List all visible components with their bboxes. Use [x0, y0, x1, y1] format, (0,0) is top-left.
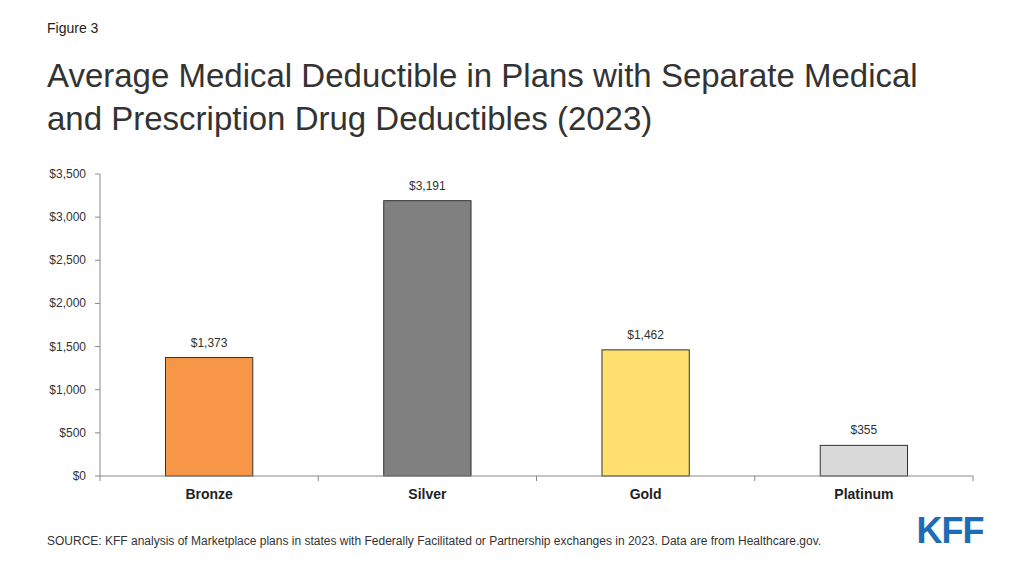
data-label: $1,462 [627, 328, 664, 342]
y-tick [95, 174, 100, 175]
bar [384, 201, 471, 476]
chart: $0 $500 $1,000 $1,500 $2,000 $2,500 $3,000 $3,5… [0, 0, 1024, 576]
y-tick-label: $0 [73, 469, 87, 483]
chart-title: Average Medical Deductible in Plans with… [47, 54, 977, 140]
logo: KFF [917, 510, 984, 551]
y-tick [95, 432, 100, 433]
bar [820, 445, 907, 476]
bar [165, 358, 252, 476]
data-label: $3,191 [409, 179, 446, 193]
x-tick-label: Bronze [185, 486, 233, 502]
data-label: $355 [851, 423, 878, 437]
y-tick-label: $1,000 [49, 383, 86, 397]
x-tick [973, 476, 974, 481]
x-tick [318, 476, 319, 481]
y-tick-label: $500 [59, 426, 86, 440]
data-label: $1,373 [191, 336, 228, 350]
y-tick [95, 476, 100, 477]
x-tick-label: Silver [408, 486, 447, 502]
y-tick-label: $3,000 [49, 210, 86, 224]
source-note: SOURCE: KFF analysis of Marketplace plan… [47, 534, 821, 548]
x-tick-label: Platinum [834, 486, 893, 502]
y-tick-label: $2,500 [49, 253, 86, 267]
y-tick [95, 303, 100, 304]
x-tick [100, 476, 101, 481]
y-tick-label: $1,500 [49, 340, 86, 354]
y-tick-label: $3,500 [49, 167, 86, 181]
y-axis [100, 174, 101, 476]
y-tick-label: $2,000 [49, 296, 86, 310]
y-tick [95, 389, 100, 390]
y-tick [95, 217, 100, 218]
figure-label: Figure 3 [47, 20, 98, 36]
bar [602, 350, 689, 476]
x-tick [754, 476, 755, 481]
x-tick [536, 476, 537, 481]
x-tick-label: Gold [630, 486, 662, 502]
y-tick [95, 260, 100, 261]
y-tick [95, 346, 100, 347]
